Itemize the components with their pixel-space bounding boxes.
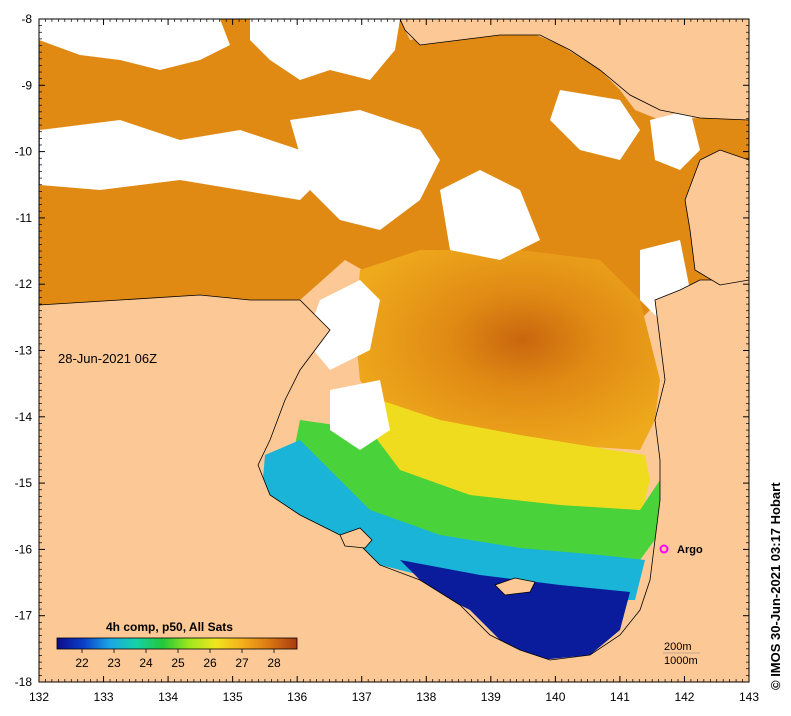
lat-tick-label: -13: [15, 344, 33, 358]
lat-tick-label: -17: [15, 609, 33, 623]
land-cape-york: [684, 149, 749, 286]
colorbar-tick-label: 25: [171, 656, 185, 670]
colorbar-tick-label: 22: [75, 656, 89, 670]
lon-tick-label: 143: [739, 690, 759, 704]
argo-float-marker[interactable]: [659, 544, 669, 554]
lon-tick-label: 142: [674, 690, 694, 704]
lat-tick-label: -8: [21, 12, 32, 26]
lat-tick-label: -16: [15, 542, 33, 556]
map-plot-area: [39, 19, 749, 682]
lat-tick-label: -18: [15, 675, 33, 689]
lon-tick-label: 134: [158, 690, 178, 704]
lon-tick-label: 136: [287, 690, 307, 704]
longitude-axis: 132 133 134 135 136 137 138 139 140 141 142 143: [29, 19, 759, 704]
credit-text: © IMOS 30-Jun-2021 03:17 Hobart: [768, 482, 783, 690]
sea-gulf-warm: [355, 250, 660, 450]
colorbar-title: 4h comp, p50, All Sats: [106, 620, 233, 634]
lat-tick-label: -12: [15, 277, 33, 291]
island-mornington: [494, 577, 536, 596]
land-south: [39, 279, 749, 682]
latitude-axis: -8 -9 -10 -11 -12 -13 -14 -15 -16 -17 -18: [15, 12, 749, 689]
colorbar-tick-label: 24: [139, 656, 153, 670]
colorbar-tick-label: 26: [203, 656, 217, 670]
colorbar-tick-label: 23: [107, 656, 121, 670]
sea-gulf-cyan: [262, 440, 645, 600]
lat-tick-label: -14: [15, 410, 33, 424]
lon-tick-label: 133: [94, 690, 114, 704]
lon-tick-label: 141: [610, 690, 630, 704]
island-groote: [339, 527, 373, 549]
colorbar: [56, 637, 298, 650]
argo-label: Argo: [677, 544, 703, 556]
lon-tick-label: 139: [481, 690, 501, 704]
lat-tick-label: -10: [15, 145, 33, 159]
contour-legend-1000: 1000m: [664, 655, 698, 667]
timestamp-label: 28-Jun-2021 06Z: [58, 351, 157, 366]
colorbar-ticks: 22 23 24 25 26 27 28: [75, 649, 281, 670]
contour-legend-200: 200m: [664, 641, 692, 653]
lon-tick-label: 137: [352, 690, 372, 704]
colorbar-tick-label: 28: [267, 656, 281, 670]
lat-tick-label: -9: [21, 78, 32, 92]
lon-tick-label: 135: [223, 690, 243, 704]
lat-tick-label: -15: [15, 476, 33, 490]
land-north: [399, 19, 749, 121]
lon-tick-label: 132: [29, 690, 49, 704]
colorbar-tick-label: 27: [235, 656, 249, 670]
lon-tick-label: 140: [545, 690, 565, 704]
lon-tick-label: 138: [416, 690, 436, 704]
lat-tick-label: -11: [16, 211, 33, 225]
sea-gulf-blue: [400, 560, 630, 660]
